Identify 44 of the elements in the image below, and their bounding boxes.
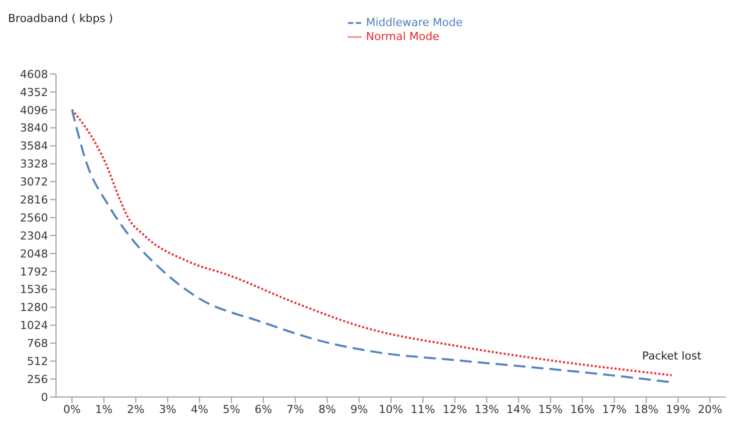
y-tick-label: 3840 — [20, 122, 48, 135]
x-tick-label: 2% — [127, 402, 144, 416]
x-tick-label: 16% — [570, 402, 595, 416]
x-tick-label: 0% — [63, 402, 81, 416]
y-tick-label: 1792 — [20, 265, 48, 278]
x-tick-label: 4% — [190, 402, 208, 416]
y-axis-title: Broadband ( kbps ) — [8, 12, 114, 25]
y-tick-label: 1024 — [20, 319, 48, 332]
y-tick-label: 2304 — [20, 229, 48, 242]
y-tick-label: 4608 — [20, 68, 48, 81]
x-tick-label: 7% — [286, 402, 304, 416]
x-tick-label: 6% — [254, 402, 272, 416]
x-tick-label: 12% — [442, 402, 468, 416]
x-tick-label: 11% — [410, 402, 436, 416]
x-tick-label: 14% — [506, 402, 531, 416]
y-tick-label: 0 — [41, 390, 48, 404]
legend-label: Middleware Mode — [366, 16, 463, 30]
x-tick-label: 19% — [666, 402, 690, 416]
y-tick-label: 256 — [27, 372, 48, 386]
y-tick-label: 2560 — [20, 211, 48, 224]
y-tick-label: 512 — [27, 355, 48, 368]
x-tick-label: 20% — [698, 402, 722, 416]
x-tick-label: 8% — [318, 402, 336, 416]
x-tick-label: 9% — [350, 402, 368, 416]
x-tick-label: 3% — [158, 402, 176, 416]
legend-label: Normal Mode — [366, 30, 440, 44]
y-tick-label: 2048 — [20, 247, 48, 260]
x-tick-label: 15% — [538, 402, 563, 416]
x-tick-label: 5% — [222, 402, 240, 416]
annotation: Packet lost — [642, 349, 702, 362]
x-tick-label: 1% — [95, 402, 113, 416]
x-tick-label: 18% — [634, 402, 658, 416]
y-tick-label: 3584 — [20, 140, 48, 153]
y-tick-label: 1536 — [20, 283, 48, 296]
y-tick-label: 768 — [27, 337, 48, 350]
y-tick-label: 3072 — [20, 176, 48, 189]
x-tick-label: 17% — [602, 402, 627, 416]
x-tick-label: 10% — [378, 402, 404, 416]
y-tick-label: 3328 — [20, 158, 48, 171]
y-tick-label: 4352 — [20, 86, 48, 99]
y-tick-label: 1280 — [20, 301, 48, 314]
x-tick-label: 13% — [474, 402, 499, 416]
y-tick-label: 2816 — [20, 194, 48, 207]
y-tick-label: 4096 — [20, 104, 48, 117]
